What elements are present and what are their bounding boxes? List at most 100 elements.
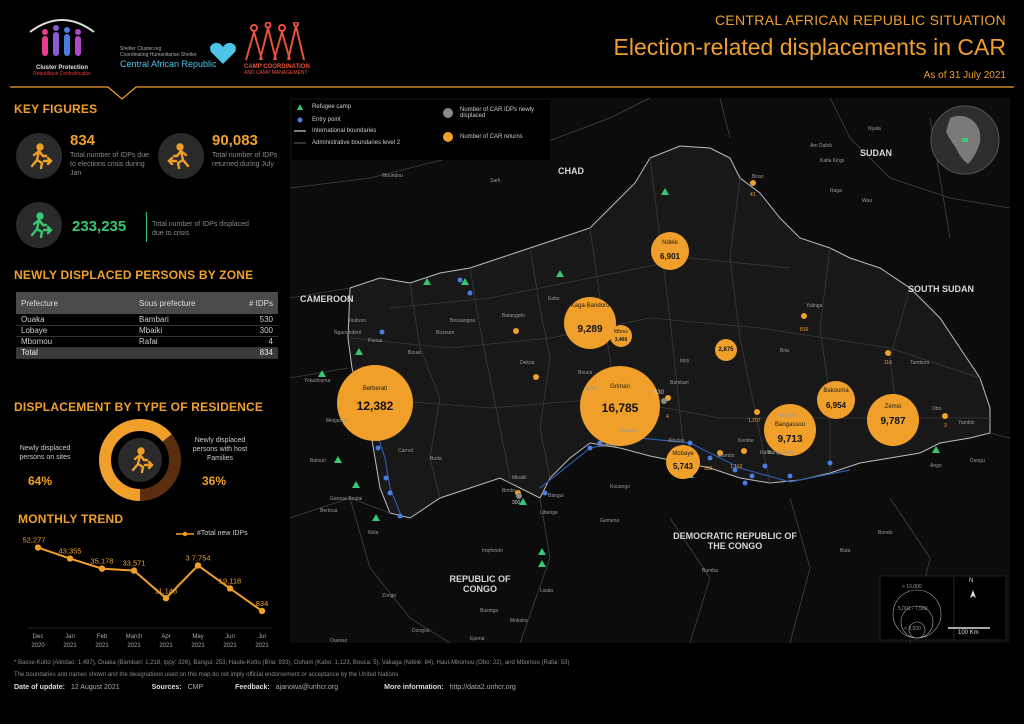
bubble-bangassou (764, 404, 816, 456)
place-label: Mbaiki (512, 475, 527, 481)
place-label: Bimbo (502, 488, 517, 494)
data-label: 35,178 (91, 557, 114, 566)
bubble-name: Berberati (362, 386, 388, 392)
place-label: Impfondo (482, 548, 503, 554)
country-roc: REPUBLIC OF CONGO (449, 574, 511, 594)
idp-runner-icon-2 (16, 202, 62, 248)
data-label: 43,355 (59, 547, 82, 556)
map-value: 1,207 (748, 418, 761, 424)
cell: Ouaka (16, 314, 134, 326)
place-label: Yokadouma (304, 378, 331, 384)
place-label: Batangafo (502, 313, 525, 319)
scale-legend (879, 575, 1007, 641)
x-tick-label: 2021 (191, 643, 205, 649)
place-label: Damara (598, 443, 616, 449)
place-label: Lisala (540, 588, 554, 594)
zone-table: Prefecture Sous prefecture # IDPs Ouaka B… (16, 292, 278, 359)
car-boundary (347, 145, 991, 519)
total-value: 834 (206, 347, 278, 359)
north-arrow-icon (970, 590, 976, 598)
place-label: Kembe (738, 438, 754, 444)
place-label: Meiganga (326, 418, 348, 424)
map-value: 530 (654, 390, 665, 396)
kf-desc-3: Total number of IDPs displaced due to cr… (152, 221, 249, 237)
place-label: Rafai (760, 450, 772, 456)
feedback-label: Feedback: (235, 684, 270, 691)
data-label: 834 (256, 599, 269, 608)
monthly-trend-chart: 52,277 Dec 2020 43,355 Jan 2021 35,178 Feb 2021 3… (23, 536, 272, 649)
org1-name: Cluster Protection (35, 65, 88, 71)
place-label: Ouango (620, 428, 638, 434)
neighbour-boundaries (290, 98, 1010, 643)
bubble-name: Zémio (884, 404, 902, 410)
place-label: Nyala (868, 126, 881, 132)
place-label: Ango (930, 463, 942, 469)
place-label: Birao (752, 174, 764, 180)
place-label: Moundou (382, 173, 403, 179)
feedback-email-link[interactable]: ajanowa@unhcr.org (275, 684, 339, 691)
map-value: 300 (512, 500, 521, 506)
bubble-value: 2,875 (718, 347, 734, 353)
bubble-name: Bakouma (823, 388, 849, 394)
river (374, 427, 403, 519)
bubble-2875 (715, 339, 737, 361)
info-link[interactable]: http://data2.unhcr.org (449, 684, 516, 691)
bubble-zemio (867, 394, 919, 446)
bubble-value: 9,289 (577, 324, 603, 335)
place-label: Dekoa (520, 360, 535, 366)
org2-name: Central African Republic (120, 59, 217, 69)
map-value: 1,113 (730, 464, 743, 470)
globe-inset (930, 105, 1000, 175)
place-label: Sarh (490, 178, 501, 184)
col-sous-prefecture: Sous prefecture (134, 292, 206, 314)
place-label: Kouango (610, 484, 631, 490)
cell: 300 (206, 325, 278, 337)
x-tick-label: Apr (161, 634, 170, 640)
place-label: Epena (470, 636, 485, 642)
footer-meta: Date of update: 12 August 2021 Sources: … (14, 684, 516, 691)
residence-left-label: Newly displaced persons on sites (19, 445, 71, 461)
data-point (66, 555, 74, 562)
map-value: 3 (944, 423, 947, 429)
residence-right-pct: 36% (202, 474, 227, 488)
country-cameroon: CAMEROON (300, 294, 354, 304)
cccm-text: CAMP COORDINATION AND CAMP MANAGEMENT (244, 64, 310, 76)
x-tick-label: 2021 (159, 643, 173, 649)
map-panel: Refugee camp Entry point International b… (290, 98, 1010, 643)
trend-legend: #Total new IDPs (176, 530, 248, 537)
bubble-name: Kaga-Bandoro (570, 303, 610, 309)
bubble-bakouma (817, 381, 855, 419)
place-label: Touboro (348, 318, 367, 324)
place-label: Bertoua (320, 508, 338, 514)
header: Cluster Protection République Centrafric… (0, 0, 1024, 100)
total-label: Total (16, 347, 134, 359)
legend-admin-boundary: Administrative boundaries level 2 (312, 140, 401, 146)
refugee-camps (318, 188, 940, 567)
x-tick-label: March (126, 634, 143, 640)
footer-note-1: * Basse-Kotto (Alindao: 1,497), Ouaka (B… (14, 660, 570, 666)
north-label: N (969, 578, 974, 584)
x-tick-label: 2021 (255, 643, 269, 649)
map-legend-bg (292, 100, 550, 160)
country-drc: DEMOCRATIC REPUBLIC OF THE CONGO (673, 531, 797, 551)
place-label: Bangui (548, 493, 564, 499)
cell: 530 (206, 314, 278, 326)
table-row: Mbomou Rafai 4 (16, 336, 278, 348)
map-value: 4 (666, 414, 669, 420)
place-label: Dungu (970, 458, 985, 464)
x-tick-label: Jan (65, 634, 75, 640)
donut-runner-icon (131, 447, 154, 474)
map-value: 41 (750, 192, 756, 198)
place-label: Bondo (878, 530, 893, 536)
data-point (162, 595, 170, 602)
org3-line1: CAMP COORDINATION (244, 64, 310, 70)
key-figures-heading: KEY FIGURES (14, 102, 98, 116)
cell: Mbomou (16, 336, 134, 348)
x-tick-label: 2021 (127, 643, 141, 649)
bubble-value: 6,954 (825, 401, 847, 410)
place-label: Gemena (600, 518, 620, 524)
residence-heading: DISPLACEMENT BY TYPE OF RESIDENCE (14, 400, 264, 414)
place-label: Ippy (680, 358, 690, 364)
data-point (258, 607, 266, 615)
sources-label: Sources: (151, 684, 182, 691)
